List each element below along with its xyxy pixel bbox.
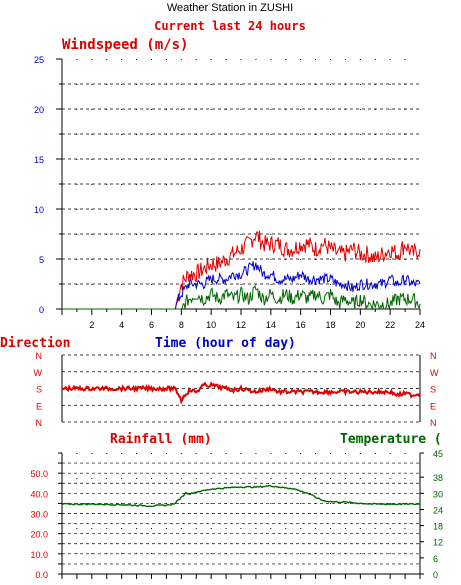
wind-x-tick-label: 20 (355, 320, 365, 330)
temperature-y-tick-label: 24 (433, 505, 443, 515)
temperature-y-tick-label: 38 (433, 473, 443, 483)
wind-x-tick-label: 12 (236, 320, 246, 330)
wind-x-tick-label: 10 (206, 320, 216, 330)
temperature-y-tick-label: 18 (433, 522, 443, 532)
wind-series-line (62, 284, 421, 311)
wind-x-tick-label: 8 (179, 320, 184, 330)
direction-series-line (61, 381, 421, 405)
wind-y-tick-label: 20 (34, 105, 44, 115)
wind-y-tick-label: 10 (34, 205, 44, 215)
direction-panel: N NW WS SE EN N (34, 351, 440, 428)
direction-y2-tick-label: E (430, 401, 436, 411)
rainfall-chart-title: Rainfall (mm) (110, 432, 212, 447)
temperature-y-tick-label: 45 (433, 449, 443, 459)
wind-x-tick-label: 24 (415, 320, 425, 330)
direction-y-tick-label: N (36, 418, 43, 428)
rain-y-tick-label: 10.0 (30, 550, 48, 560)
temperature-y-tick-label: 30 (433, 489, 443, 499)
direction-y2-tick-label: N (430, 351, 437, 361)
direction-y2-tick-label: N (430, 418, 437, 428)
temperature-series-line (62, 484, 421, 508)
rain-y-tick-label: 50.0 (30, 469, 48, 479)
direction-chart-title: Direction (0, 336, 70, 351)
x-axis-label: Time (hour of day) (155, 336, 296, 351)
rain-y-tick-label: 30.0 (30, 510, 48, 520)
temperature-y-tick-label: 12 (433, 538, 443, 548)
wind-x-tick-label: 2 (89, 320, 94, 330)
wind-y-tick-label: 25 (34, 55, 44, 65)
wind-y-tick-label: 5 (39, 255, 44, 265)
rain-y-tick-label: 0.0 (35, 570, 48, 580)
station-title: Weather Station in ZUSHI (167, 2, 293, 14)
rain-y-tick-label: 20.0 (30, 530, 48, 540)
direction-y2-tick-label: W (430, 368, 439, 378)
wind-x-tick-label: 18 (325, 320, 335, 330)
direction-y-tick-label: N (36, 351, 43, 361)
subtitle: Current last 24 hours (154, 19, 306, 33)
temperature-y-tick-label: 0 (433, 570, 438, 580)
wind-x-tick-label: 14 (266, 320, 276, 330)
wind-x-tick-label: 22 (385, 320, 395, 330)
wind-chart-title: Windspeed (m/s) (62, 37, 188, 53)
wind-y-tick-label: 0 (39, 305, 44, 315)
wind-x-tick-label: 6 (149, 320, 154, 330)
wind-series-line (62, 261, 421, 310)
wind-x-tick-label: 16 (296, 320, 306, 330)
temperature-y-tick-label: 6 (433, 554, 438, 564)
wind-y-tick-label: 15 (34, 155, 44, 165)
wind-series-line (62, 230, 421, 310)
direction-y-tick-label: E (36, 401, 42, 411)
direction-y-tick-label: S (36, 385, 42, 395)
wind-x-tick-label: 4 (119, 320, 124, 330)
rainfall-temperature-panel: 0.0 10.0 20.0 30.0 40.0 50.0 0 6 12 18 24 30 38 45 (30, 449, 443, 580)
direction-y-tick-label: W (34, 368, 43, 378)
temperature-axis-label: Temperature ( (340, 432, 442, 447)
rain-y-tick-label: 40.0 (30, 489, 48, 499)
direction-y2-tick-label: S (430, 385, 436, 395)
